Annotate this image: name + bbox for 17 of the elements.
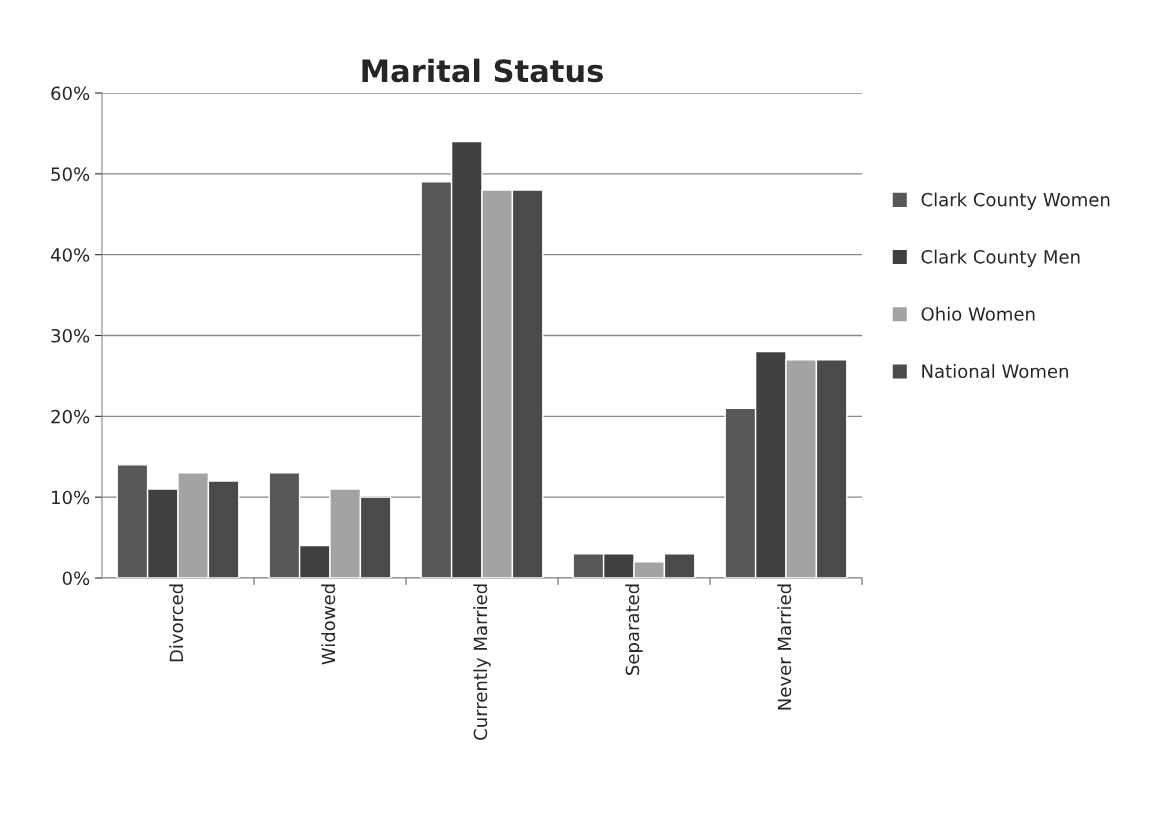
legend-label: Ohio Women (921, 306, 1035, 321)
legend-label: National Women (922, 364, 1068, 379)
y-tick-label: 20% (51, 409, 90, 424)
x-tick-label: Widowed (321, 584, 336, 665)
y-tick-label: 10% (52, 490, 90, 505)
x-tick-label: Separated (625, 584, 643, 675)
y-tick-label: 40% (50, 248, 90, 262)
x-tick-label: Never Married (777, 584, 792, 710)
y-tick-label: 30% (51, 328, 90, 343)
chart-title: Marital Status (362, 58, 603, 83)
x-tick-label: Divorced (169, 584, 184, 662)
legend-label: Clark County Men (921, 249, 1080, 268)
x-tick-label: Currently Married (473, 584, 491, 740)
y-tick-label: 60% (51, 86, 90, 101)
y-tick-label: 50% (51, 167, 90, 181)
y-tick-label: 0% (62, 571, 90, 586)
legend-label: Clark County Women (921, 192, 1110, 210)
